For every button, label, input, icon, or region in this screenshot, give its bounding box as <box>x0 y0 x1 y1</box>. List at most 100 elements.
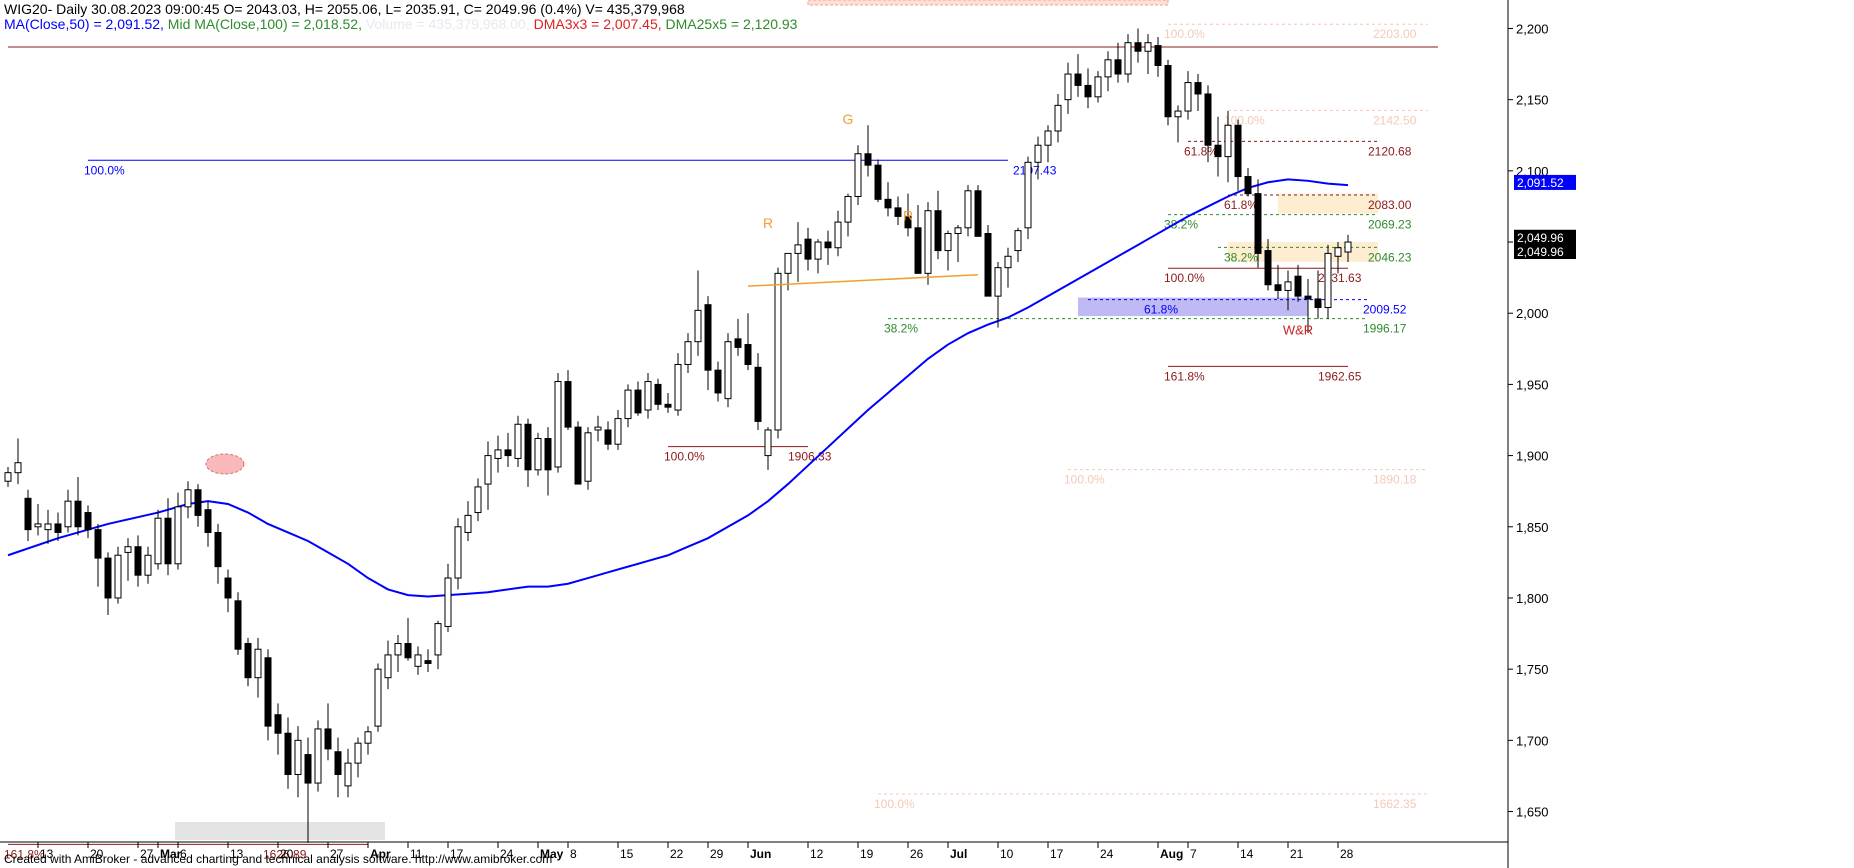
candle-body <box>104 557 112 599</box>
candle-body <box>814 241 822 260</box>
pattern-label: R <box>903 208 913 224</box>
candle-body <box>1324 252 1332 309</box>
candle-body <box>1174 110 1182 118</box>
candle-body <box>894 207 902 217</box>
x-tick-label: 27 <box>330 847 344 861</box>
fib-price-label: 1962.65 <box>1318 369 1362 383</box>
fib-label: 100.0% <box>874 797 915 811</box>
fib-label: 61.8% <box>1184 144 1218 158</box>
x-tick-label: 7 <box>1190 847 1197 861</box>
candle-body <box>14 462 22 474</box>
candle-body <box>834 221 842 249</box>
candle-body <box>854 153 862 197</box>
candle-body <box>1164 64 1172 118</box>
candle-body <box>984 232 992 297</box>
fib-price-label: 1662.35 <box>1373 797 1417 811</box>
candle-body <box>304 754 312 784</box>
candle-body <box>644 381 652 411</box>
y-tick-label: 1,700 <box>1516 733 1549 748</box>
last-price-tag-bg <box>1514 229 1576 245</box>
last-price-tag: 2,049.96 <box>1517 231 1564 245</box>
candle-body <box>844 195 852 223</box>
candle-body <box>1024 161 1032 229</box>
fib-zone <box>175 822 385 840</box>
candle-body <box>464 514 472 533</box>
candle-body <box>514 423 522 459</box>
x-tick-label: 13 <box>230 847 244 861</box>
candle-body <box>204 509 212 533</box>
candle-body <box>404 643 412 659</box>
candle-body <box>64 500 72 528</box>
candle-body <box>694 309 702 343</box>
y-tick-label: 1,650 <box>1516 805 1549 820</box>
fib-price-label: 2107.43 <box>1013 163 1057 177</box>
dma3-value: DMA3x3 = 2,007.45, <box>529 16 662 32</box>
x-tick-label: 17 <box>450 847 464 861</box>
y-tick-label: 1,850 <box>1516 520 1549 535</box>
candle-body <box>1014 230 1022 252</box>
candle-body <box>624 389 632 420</box>
candle-body <box>1004 255 1012 269</box>
neckline <box>747 274 979 287</box>
x-tick-label: Jul <box>950 847 967 861</box>
y-tick-label: 1,950 <box>1516 377 1549 392</box>
last-price-tag-2-bg <box>1514 244 1576 259</box>
candle-body <box>254 648 262 679</box>
candle-body <box>874 164 882 200</box>
y-tick-label: 2,000 <box>1516 306 1549 321</box>
candle-body <box>234 600 242 650</box>
candle-body <box>444 577 452 627</box>
candle-body <box>504 449 512 457</box>
y-tick-label: 1,750 <box>1516 662 1549 677</box>
y-tick-label: 1,900 <box>1516 449 1549 464</box>
candle-body <box>664 403 672 408</box>
candle-body <box>1064 73 1072 101</box>
candle-body <box>1034 144 1042 163</box>
ma50-value: MA(Close,50) = 2,091.52, <box>4 16 164 32</box>
candle-body <box>1274 284 1282 291</box>
candle-body <box>144 554 152 576</box>
footer-credit: Created with AmiBroker - advanced charti… <box>4 852 553 866</box>
annotations: R G R W&R <box>747 111 1313 338</box>
candle-body <box>994 267 1002 297</box>
candle-body <box>194 489 202 516</box>
candle-body <box>284 732 292 776</box>
candle-body <box>964 190 972 229</box>
x-tick-label: 20 <box>90 847 104 861</box>
fib-price-label: 2142.50 <box>1373 113 1417 127</box>
fib-price-label: 2203.00 <box>1373 27 1417 41</box>
candle-body <box>134 546 142 576</box>
candle-body <box>804 238 812 260</box>
x-tick-label: May <box>540 847 564 861</box>
candle-body <box>1314 298 1322 309</box>
candle-body <box>274 714 282 734</box>
candle-body <box>594 426 602 431</box>
candle-body <box>54 523 62 533</box>
x-tick-label: 29 <box>710 847 724 861</box>
candle-body <box>1124 42 1132 75</box>
header-line-2: MA(Close,50) = 2,091.52, Mid MA(Close,10… <box>4 16 797 32</box>
candle-body <box>1044 130 1052 146</box>
candle-body <box>684 341 692 365</box>
x-tick-label: Jun <box>750 847 771 861</box>
candle-body <box>484 455 492 485</box>
fib-label: 38.2% <box>1164 218 1198 232</box>
fib-zone <box>1278 193 1378 214</box>
y-tick-label: 1,800 <box>1516 591 1549 606</box>
fib-levels: 100.0% 100.0% 38.2% 61.8% 100.0% 161.8% 38.2% 3… <box>4 23 1438 861</box>
candle-body <box>434 623 442 656</box>
candle-body <box>24 497 32 531</box>
fib-label: 100.0% <box>1164 271 1205 285</box>
candle-body <box>864 153 872 166</box>
candle-body <box>314 728 322 784</box>
x-tick-label: 15 <box>620 847 634 861</box>
candle-body <box>124 546 132 553</box>
candle-body <box>714 369 722 394</box>
fib-label: 100.0% <box>1224 113 1265 127</box>
x-tick-label: Apr <box>370 847 391 861</box>
candle-body <box>734 338 742 348</box>
x-tick-label: 28 <box>1340 847 1354 861</box>
x-tick-label: 10 <box>1000 847 1014 861</box>
fib-label: 161.8% <box>4 847 45 861</box>
